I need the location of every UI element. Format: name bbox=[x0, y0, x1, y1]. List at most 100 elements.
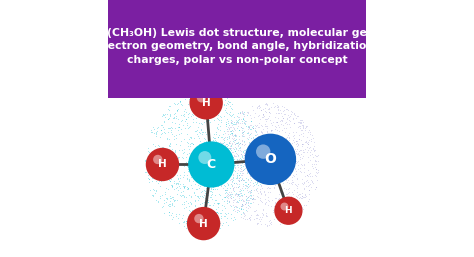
Point bbox=[313, 154, 321, 158]
Point bbox=[253, 175, 260, 179]
Point bbox=[223, 144, 230, 148]
Point bbox=[218, 197, 225, 201]
Point bbox=[252, 213, 259, 217]
Point bbox=[282, 107, 290, 111]
Point bbox=[285, 201, 292, 206]
Point bbox=[256, 149, 264, 153]
Circle shape bbox=[195, 148, 228, 181]
Point bbox=[199, 215, 207, 219]
Point bbox=[214, 117, 221, 121]
Point bbox=[216, 114, 224, 118]
Point bbox=[200, 193, 208, 197]
Point bbox=[250, 169, 257, 173]
Point bbox=[204, 185, 211, 189]
Point bbox=[173, 102, 181, 106]
Point bbox=[245, 147, 252, 151]
Point bbox=[205, 117, 212, 121]
Point bbox=[245, 171, 252, 175]
Point bbox=[263, 211, 270, 215]
Point bbox=[215, 133, 223, 137]
Point bbox=[258, 142, 266, 146]
Point bbox=[299, 144, 306, 149]
Point bbox=[218, 141, 225, 145]
Point bbox=[247, 119, 255, 123]
Point bbox=[240, 153, 248, 157]
Point bbox=[199, 97, 207, 101]
Point bbox=[194, 155, 202, 160]
Point bbox=[231, 193, 238, 197]
Point bbox=[187, 92, 195, 96]
Point bbox=[198, 208, 205, 212]
Point bbox=[304, 130, 312, 134]
Point bbox=[240, 167, 248, 171]
Point bbox=[149, 187, 157, 191]
Point bbox=[197, 107, 205, 111]
Point bbox=[257, 183, 264, 187]
Point bbox=[206, 189, 213, 193]
Point bbox=[293, 144, 301, 148]
Point bbox=[238, 119, 246, 123]
Point bbox=[201, 103, 209, 107]
Point bbox=[233, 199, 240, 204]
Point bbox=[199, 209, 206, 213]
Point bbox=[287, 160, 294, 164]
Point bbox=[301, 146, 309, 151]
Point bbox=[234, 192, 242, 196]
Point bbox=[249, 196, 256, 200]
Point bbox=[200, 161, 208, 166]
Point bbox=[292, 183, 300, 187]
Point bbox=[301, 193, 309, 197]
Circle shape bbox=[196, 150, 226, 179]
Circle shape bbox=[189, 142, 233, 187]
Point bbox=[250, 183, 257, 187]
Point bbox=[208, 145, 215, 149]
Point bbox=[210, 161, 217, 165]
Point bbox=[273, 156, 280, 160]
Point bbox=[271, 200, 279, 204]
Point bbox=[226, 147, 234, 151]
Point bbox=[212, 207, 220, 212]
Point bbox=[191, 108, 199, 112]
Point bbox=[256, 141, 264, 145]
Point bbox=[277, 151, 285, 155]
Point bbox=[178, 216, 185, 220]
Point bbox=[207, 193, 215, 197]
Point bbox=[276, 222, 284, 226]
Point bbox=[168, 147, 176, 151]
Circle shape bbox=[153, 155, 172, 174]
Point bbox=[205, 174, 213, 178]
Point bbox=[238, 169, 246, 173]
Point bbox=[227, 195, 234, 199]
Point bbox=[252, 181, 260, 186]
Point bbox=[232, 191, 240, 196]
Point bbox=[167, 196, 175, 200]
Point bbox=[290, 140, 297, 144]
Point bbox=[253, 221, 260, 225]
Point bbox=[308, 136, 315, 141]
Point bbox=[259, 175, 267, 179]
Point bbox=[244, 197, 252, 201]
Point bbox=[184, 160, 191, 164]
Point bbox=[260, 190, 268, 194]
Point bbox=[242, 208, 250, 212]
Point bbox=[274, 104, 282, 108]
Point bbox=[288, 140, 296, 144]
Point bbox=[242, 184, 249, 188]
Point bbox=[275, 129, 283, 133]
Point bbox=[197, 99, 205, 104]
Point bbox=[229, 166, 237, 170]
Point bbox=[222, 106, 229, 110]
Point bbox=[214, 167, 221, 171]
Point bbox=[276, 167, 283, 171]
Point bbox=[293, 147, 301, 151]
Point bbox=[144, 158, 151, 162]
Point bbox=[201, 212, 209, 216]
Point bbox=[221, 206, 229, 210]
Point bbox=[232, 151, 239, 155]
Point bbox=[274, 111, 282, 115]
Point bbox=[151, 143, 159, 148]
Point bbox=[227, 162, 234, 166]
Point bbox=[180, 113, 187, 117]
Point bbox=[255, 121, 263, 125]
Point bbox=[297, 138, 304, 142]
